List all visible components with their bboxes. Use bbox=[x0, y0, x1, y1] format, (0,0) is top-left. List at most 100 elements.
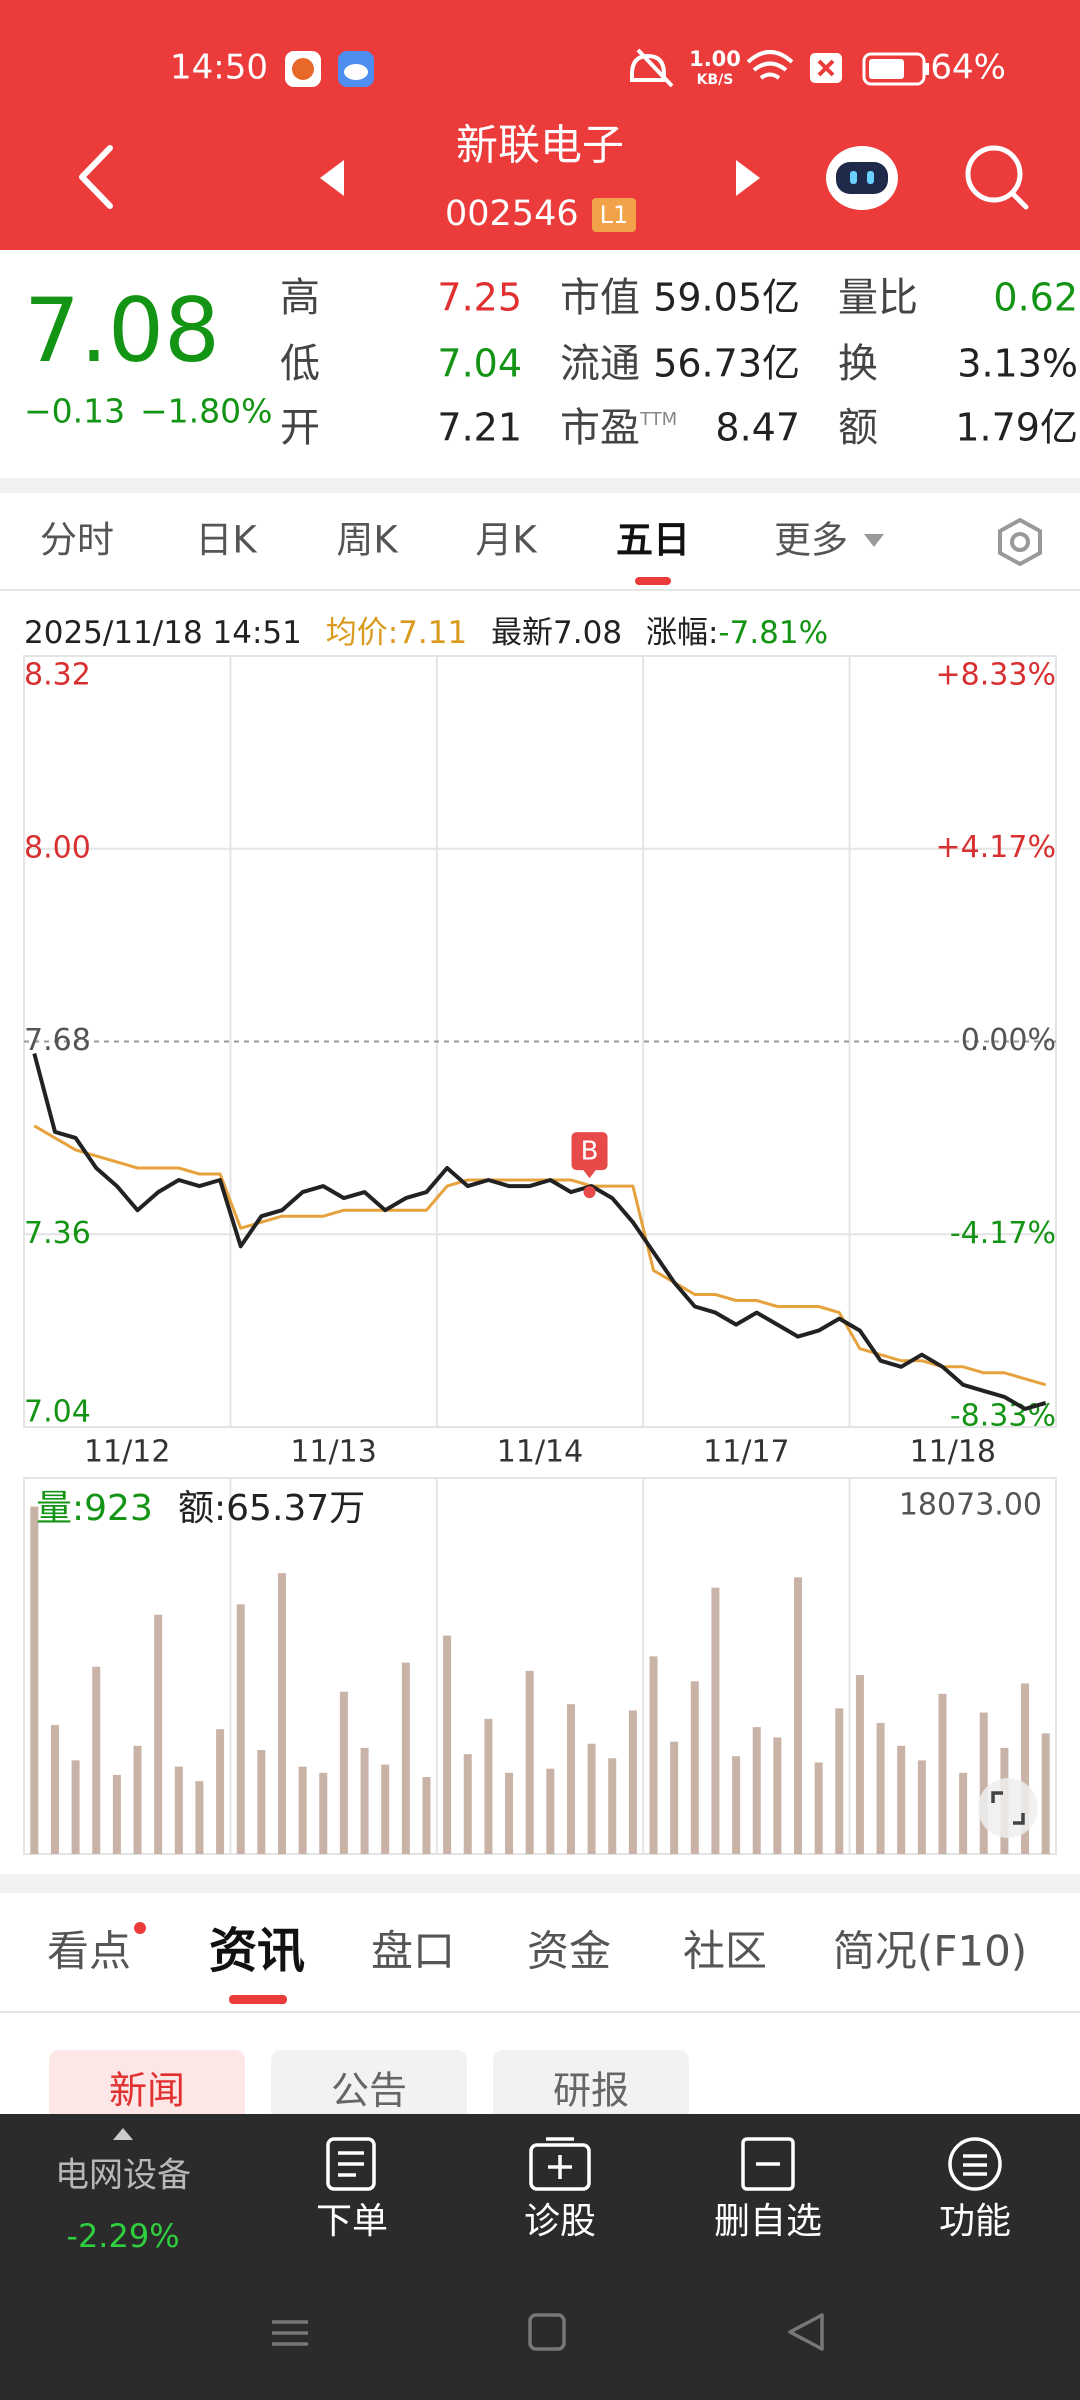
y2-tick-label: +4.17% bbox=[936, 830, 1056, 865]
volume-bar bbox=[278, 1573, 286, 1854]
news-tab[interactable]: 社区 bbox=[683, 1927, 767, 1976]
y-tick-label: 7.04 bbox=[24, 1395, 91, 1430]
header-bg bbox=[0, 0, 1080, 250]
tab-underline bbox=[635, 577, 671, 585]
period-tab[interactable]: 日K bbox=[195, 519, 258, 562]
filter-chip[interactable] bbox=[49, 2050, 245, 2126]
stat-label-text: 市值 bbox=[560, 275, 640, 321]
volume-bar bbox=[319, 1772, 328, 1854]
action-label[interactable]: 删自选 bbox=[714, 2201, 822, 2242]
info-change-label: 涨幅: bbox=[646, 615, 718, 651]
volume-bar bbox=[1041, 1733, 1050, 1854]
tab-underline bbox=[229, 1995, 287, 2004]
stat-value: 7.04 bbox=[437, 342, 522, 386]
volume-bar bbox=[959, 1772, 968, 1854]
volume-bar bbox=[463, 1754, 472, 1854]
y-tick-label: 18073.00 bbox=[899, 1488, 1042, 1523]
separator bbox=[0, 1874, 1080, 1893]
x-tick-label: 11/14 bbox=[497, 1435, 583, 1470]
avg-line bbox=[33, 1124, 1047, 1387]
y-tick-label: 8.00 bbox=[24, 830, 91, 865]
nav-back[interactable] bbox=[788, 2313, 824, 2351]
sector-arrow bbox=[113, 2128, 133, 2140]
volume-bar bbox=[855, 1675, 864, 1854]
sector-name[interactable]: 电网设备 bbox=[55, 2156, 191, 2196]
fullscreen-button[interactable] bbox=[978, 1778, 1038, 1838]
volume-bar bbox=[938, 1693, 947, 1854]
x-tick-label: 11/18 bbox=[910, 1435, 996, 1470]
bottom-bar bbox=[0, 2114, 1080, 2400]
app-icon-mark bbox=[292, 58, 314, 80]
volume-bar bbox=[566, 1704, 575, 1854]
price-change-pct: −1.80% bbox=[140, 392, 272, 431]
news-tab[interactable]: 简况(F10) bbox=[833, 1927, 1027, 1976]
stat-label-text: 额 bbox=[838, 405, 878, 451]
info-avg: 均价:7.11 bbox=[326, 615, 467, 651]
volume-bar bbox=[732, 1756, 741, 1854]
stat-label: 市盈TTM bbox=[560, 405, 677, 451]
search-button[interactable] bbox=[965, 145, 1023, 203]
net-speed: 1.00 bbox=[689, 47, 741, 71]
filter-label: 研报 bbox=[553, 2069, 629, 2113]
status-time: 14:50 bbox=[170, 48, 268, 88]
diagnose-icon bbox=[529, 2137, 591, 2191]
nav-menu[interactable] bbox=[272, 2320, 308, 2346]
nav-bar bbox=[272, 2313, 824, 2351]
order-icon bbox=[326, 2137, 376, 2191]
battery-text: 64% bbox=[930, 48, 1006, 88]
volume-bar bbox=[711, 1587, 720, 1854]
stat-value: 8.47 bbox=[715, 406, 800, 450]
y-tick-label: 7.36 bbox=[24, 1216, 91, 1251]
volume-bar bbox=[608, 1758, 617, 1854]
stat-value: 1.79亿 bbox=[955, 406, 1078, 450]
price-change: −0.13 bbox=[24, 392, 125, 431]
settings-center bbox=[1010, 532, 1030, 552]
filter-chip[interactable] bbox=[271, 2050, 467, 2126]
volume-bar bbox=[92, 1666, 101, 1854]
volume-bar bbox=[752, 1727, 761, 1854]
settings-button[interactable] bbox=[998, 517, 1042, 567]
period-tab[interactable]: 分时 bbox=[40, 519, 114, 562]
news-tab[interactable]: 资讯 bbox=[209, 1923, 305, 1979]
stat-value: 7.25 bbox=[437, 276, 522, 320]
volume-bar bbox=[133, 1745, 142, 1854]
volume-bar bbox=[30, 1506, 39, 1854]
separator bbox=[0, 478, 1080, 493]
period-tab[interactable]: 月K bbox=[475, 519, 538, 562]
volume-bar bbox=[236, 1604, 245, 1854]
news-tab[interactable]: 资金 bbox=[527, 1927, 611, 1976]
wifi-icon bbox=[746, 50, 794, 80]
filter-chip[interactable] bbox=[493, 2050, 689, 2126]
volume-bar bbox=[505, 1772, 514, 1854]
info-change-value: -7.81% bbox=[718, 615, 828, 651]
period-tab[interactable]: 周K bbox=[336, 519, 399, 562]
nav-home[interactable] bbox=[528, 2313, 566, 2351]
prev-stock[interactable] bbox=[320, 160, 344, 196]
stat-label: 量比 bbox=[838, 275, 918, 321]
sim-x bbox=[817, 59, 835, 77]
action-label[interactable]: 诊股 bbox=[524, 2201, 596, 2242]
stat-label: 市值 bbox=[560, 275, 640, 321]
news-tab[interactable]: 看点 bbox=[47, 1927, 131, 1976]
period-tab[interactable]: 五日 bbox=[616, 519, 690, 562]
period-tab[interactable]: 更多 bbox=[774, 519, 848, 562]
assistant-button[interactable] bbox=[826, 146, 898, 210]
robot-eye bbox=[867, 171, 874, 184]
robot-face bbox=[836, 162, 888, 194]
stat-label: 流通 bbox=[560, 341, 640, 387]
action-label[interactable]: 功能 bbox=[939, 2201, 1011, 2242]
news-tab[interactable]: 盘口 bbox=[371, 1927, 455, 1976]
next-stock[interactable] bbox=[736, 160, 760, 196]
stat-value: 7.21 bbox=[437, 406, 522, 450]
volume-bar bbox=[1021, 1683, 1030, 1854]
stat-label-text: 市盈 bbox=[560, 405, 640, 451]
unread-dot bbox=[134, 1922, 146, 1934]
battery-tip bbox=[925, 63, 929, 75]
info-time: 2025/11/18 14:51 bbox=[24, 615, 302, 651]
x-tick-label: 11/17 bbox=[703, 1435, 789, 1470]
back-button[interactable] bbox=[79, 145, 113, 209]
stat-label: 换 bbox=[838, 341, 878, 387]
volume-bar bbox=[876, 1722, 885, 1854]
stat-label-text: 高 bbox=[280, 275, 320, 321]
action-label[interactable]: 下单 bbox=[316, 2201, 388, 2242]
